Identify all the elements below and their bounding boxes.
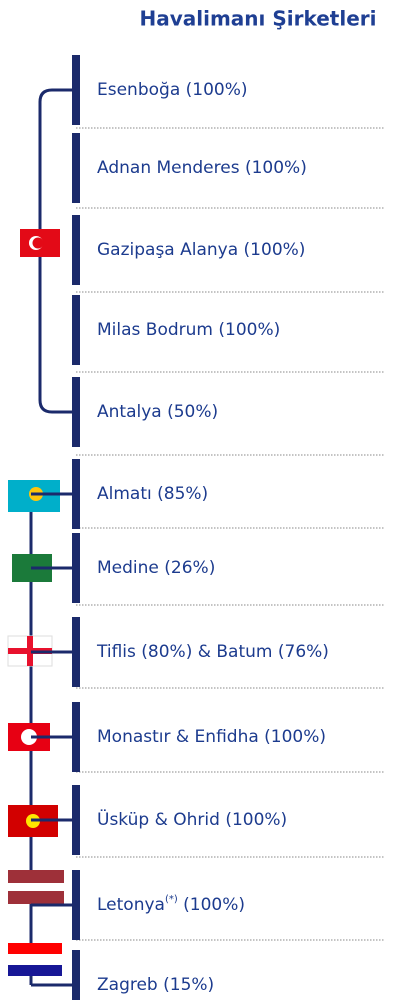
item-name: Üsküp & Ohrid (100%) [97, 808, 287, 830]
flags [7, 229, 64, 976]
item-bar [72, 533, 80, 603]
item-label: Esenboğa (100%) [97, 80, 248, 100]
item-label: Letonya(*) (100%) [97, 894, 245, 915]
item-label: Adnan Menderes (100%) [97, 158, 307, 178]
flag-detail [8, 883, 64, 891]
item-name: Milas Bodrum (100%) [97, 320, 280, 340]
item-bar [72, 377, 80, 447]
flag-detail [8, 954, 62, 965]
item-bar [72, 133, 80, 203]
item-name: Tiflis (80%) & Batum (76%) [96, 642, 329, 662]
item-label: Zagreb (15%) [97, 975, 214, 995]
item-bar [72, 459, 80, 529]
item-label: Antalya (50%) [97, 402, 218, 422]
item-name: Monastır & Enfidha (100%) [97, 727, 326, 747]
item-bar [72, 785, 80, 855]
item-label: Monastır & Enfidha (100%) [97, 727, 326, 747]
item-note: (*) [165, 894, 178, 905]
item-label: Medine (26%) [97, 558, 215, 578]
item-name: Adnan Menderes (100%) [97, 158, 307, 178]
flag-detail [21, 729, 37, 745]
item-bar [72, 295, 80, 365]
item-label: Gazipaşa Alanya (100%) [97, 240, 305, 260]
item-label: Milas Bodrum (100%) [97, 320, 280, 340]
item-name: Medine (26%) [97, 558, 215, 578]
item-bar [72, 870, 80, 940]
item-share: (100%) [178, 895, 245, 915]
flag-detail [27, 636, 33, 666]
item-label: Tiflis (80%) & Batum (76%) [96, 642, 329, 662]
title: Havalimanı Şirketleri [139, 7, 376, 31]
item-name: Zagreb (15%) [97, 975, 214, 995]
item-bar [72, 950, 80, 1000]
item-name: Letonya [97, 895, 165, 915]
item-name: Antalya (50%) [97, 402, 218, 422]
item-label: Almatı (85%) [97, 484, 208, 504]
item-name: Almatı (85%) [97, 484, 208, 504]
item-bar [72, 55, 80, 125]
item-label: Üsküp & Ohrid (100%) [97, 808, 287, 830]
item-bar [72, 215, 80, 285]
flag-detail [32, 237, 44, 249]
item-bar [72, 702, 80, 772]
item-name: Gazipaşa Alanya (100%) [97, 240, 305, 260]
flag-croatia [8, 943, 62, 954]
flag-detail [8, 965, 62, 976]
item-bar [72, 617, 80, 687]
item-name: Esenboğa (100%) [97, 80, 248, 100]
